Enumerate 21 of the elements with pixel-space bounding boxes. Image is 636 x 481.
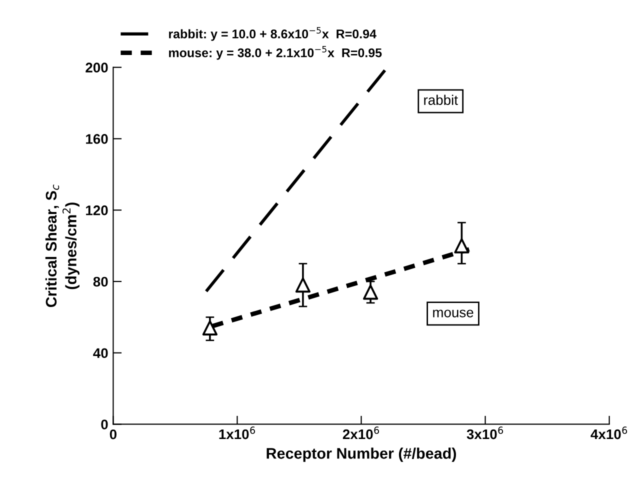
legend-label: mouse: y = 38.0 + 2.1x10$^{−5}$x R=0.95 bbox=[169, 46, 382, 60]
x-tick-label: 4x10$^{6}$ bbox=[590, 426, 628, 440]
y-tick-label: 200 bbox=[86, 62, 108, 73]
annotation: rabbit bbox=[424, 94, 458, 105]
point bbox=[202, 320, 218, 336]
point bbox=[362, 284, 378, 300]
point bbox=[454, 238, 470, 254]
y-tick-label: 0 bbox=[101, 420, 108, 430]
y-tick-label: 160 bbox=[86, 134, 108, 144]
text: Critical Shear, S$_{c}$ (dynes/cm$^{2}$) bbox=[45, 184, 80, 308]
x-axis-title: Receptor Number (#/bead) bbox=[266, 448, 456, 462]
x-tick-label: 2x10$^{6}$ bbox=[342, 426, 380, 440]
y-tick-label: 80 bbox=[93, 276, 108, 287]
x-tick-label: 3x10$^{6}$ bbox=[466, 426, 504, 440]
legend-label: rabbit: y = 10.0 + 8.6x10$^{−5}$x R=0.94 bbox=[169, 27, 376, 41]
annotation: mouse bbox=[433, 310, 474, 318]
y-tick-label: 120 bbox=[86, 205, 108, 216]
x-tick-label: 1x10$^{6}$ bbox=[219, 426, 256, 440]
x-tick-label: 0 bbox=[110, 429, 116, 440]
point bbox=[295, 277, 311, 293]
y-tick-label: 40 bbox=[93, 348, 108, 358]
